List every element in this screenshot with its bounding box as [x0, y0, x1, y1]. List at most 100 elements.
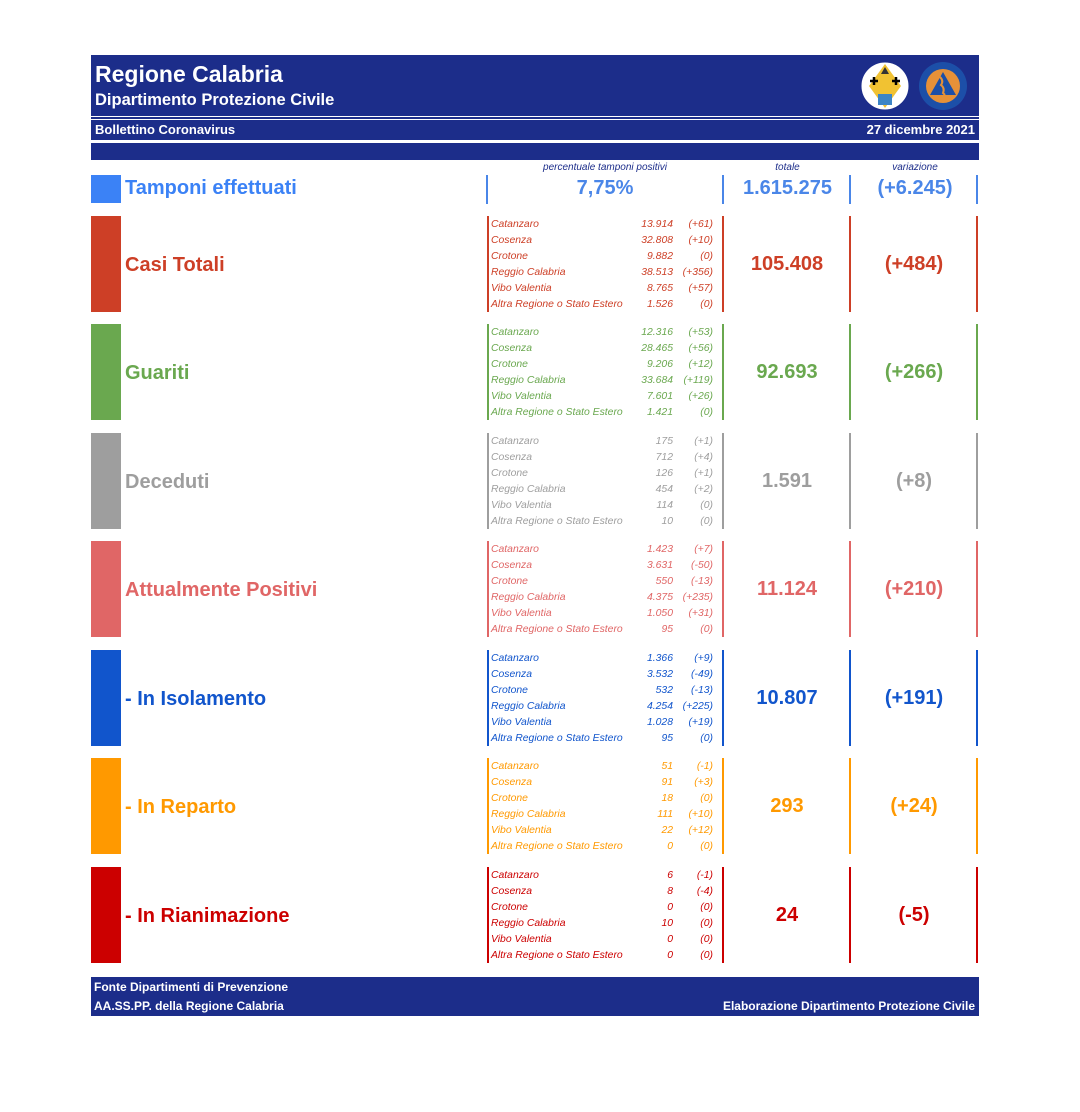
bulletin-title: Bollettino Coronavirus: [95, 122, 236, 137]
province-value: 0: [667, 950, 673, 961]
section-totale: 24: [775, 904, 799, 926]
province-value: 9.882: [646, 251, 673, 262]
province-row: Altra Regione o Stato Estero 0 (0): [491, 949, 721, 965]
province-value: 454: [655, 484, 673, 495]
section-divider: [849, 541, 851, 637]
province-delta: (-13): [691, 576, 713, 587]
province-value: 7.601: [646, 391, 673, 402]
province-delta: (+7): [694, 544, 713, 555]
regione-calabria-logo: [860, 61, 910, 111]
province-value: 175: [655, 436, 673, 447]
province-value: 10: [661, 516, 673, 527]
header-band: [91, 143, 979, 160]
province-name: Reggio Calabria: [491, 592, 566, 603]
section-divider: [976, 216, 978, 312]
tamponi-percentuale: 7,75%: [576, 177, 634, 199]
section-divider: [722, 433, 724, 529]
province-name: Altra Regione o Stato Estero: [491, 624, 623, 635]
header-divider: [91, 117, 979, 119]
header-banner: Regione Calabria Dipartimento Protezione…: [91, 55, 979, 116]
province-value: 3.631: [646, 560, 673, 571]
section-divider: [722, 324, 724, 420]
section-deceduti: Deceduti Catanzaro 175 (+1) Cosenza 712 (+4) Cr…: [0, 433, 1080, 530]
province-value: 1.526: [646, 299, 673, 310]
section-divider: [487, 216, 489, 312]
section-label: Attualmente Positivi: [125, 579, 318, 601]
province-name: Altra Regione o Stato Estero: [491, 841, 623, 852]
province-delta: (+1): [694, 468, 713, 479]
province-row: Reggio Calabria 4.375 (+235): [491, 591, 721, 607]
province-delta: (-1): [696, 870, 713, 881]
province-name: Altra Regione o Stato Estero: [491, 950, 623, 961]
province-delta: (0): [700, 500, 713, 511]
tamponi-label: Tamponi effettuati: [125, 177, 297, 199]
province-row: Vibo Valentia 1.050 (+31): [491, 607, 721, 623]
province-delta: (-13): [691, 685, 713, 696]
province-row: Altra Regione o Stato Estero 0 (0): [491, 840, 721, 856]
province-name: Reggio Calabria: [491, 484, 566, 495]
section-color-bar: [91, 541, 121, 637]
province-value: 4.254: [646, 701, 673, 712]
province-delta: (0): [700, 299, 713, 310]
province-delta: (-4): [696, 886, 713, 897]
section-variazione: (-5): [898, 904, 930, 926]
province-value: 12.316: [641, 327, 673, 338]
province-row: Crotone 550 (-13): [491, 575, 721, 591]
province-value: 114: [656, 500, 673, 511]
province-row: Catanzaro 13.914 (+61): [491, 218, 721, 234]
province-name: Vibo Valentia: [491, 500, 552, 511]
province-row: Vibo Valentia 22 (+12): [491, 824, 721, 840]
section-divider: [722, 758, 724, 854]
province-delta: (0): [700, 841, 713, 852]
province-value: 3.532: [646, 669, 673, 680]
province-row: Altra Regione o Stato Estero 10 (0): [491, 515, 721, 531]
section-divider: [849, 867, 851, 963]
section-totale: 1.591: [761, 470, 813, 492]
province-delta: (0): [700, 624, 713, 635]
section-divider: [487, 758, 489, 854]
province-name: Altra Regione o Stato Estero: [491, 299, 623, 310]
province-row: Vibo Valentia 1.028 (+19): [491, 716, 721, 732]
province-row: Catanzaro 12.316 (+53): [491, 326, 721, 342]
province-delta: (+3): [694, 777, 713, 788]
province-row: Cosenza 32.808 (+10): [491, 234, 721, 250]
province-name: Altra Regione o Stato Estero: [491, 733, 623, 744]
province-name: Cosenza: [491, 886, 533, 897]
section-label: Casi Totali: [125, 254, 225, 276]
province-delta: (0): [700, 950, 713, 961]
province-delta: (+61): [688, 219, 713, 230]
province-value: 8.765: [646, 283, 673, 294]
province-row: Cosenza 28.465 (+56): [491, 342, 721, 358]
province-name: Cosenza: [491, 343, 533, 354]
province-name: Cosenza: [491, 560, 533, 571]
section-in-isolamento: - In Isolamento Catanzaro 1.366 (+9) Cosenza…: [0, 650, 1080, 747]
province-delta: (+26): [688, 391, 713, 402]
province-name: Catanzaro: [491, 870, 539, 881]
province-name: Reggio Calabria: [491, 918, 566, 929]
province-value: 0: [667, 841, 673, 852]
section-divider: [487, 650, 489, 746]
section-divider: [722, 216, 724, 312]
footer: Fonte Dipartimenti di Prevenzione AA.SS.…: [91, 977, 979, 1016]
province-name: Cosenza: [491, 235, 533, 246]
province-row: Vibo Valentia 7.601 (+26): [491, 390, 721, 406]
section-color-bar: [91, 216, 121, 312]
province-row: Altra Regione o Stato Estero 95 (0): [491, 623, 721, 639]
province-delta: (+10): [688, 235, 713, 246]
province-value: 51: [661, 761, 673, 772]
province-row: Cosenza 712 (+4): [491, 451, 721, 467]
section-divider: [976, 541, 978, 637]
province-delta: (+9): [694, 653, 713, 664]
province-delta: (+10): [688, 809, 713, 820]
section-label: - In Rianimazione: [125, 905, 290, 927]
province-name: Cosenza: [491, 669, 533, 680]
section-divider: [976, 650, 978, 746]
province-delta: (-50): [691, 560, 713, 571]
tamponi-variazione: (+6.245): [877, 177, 953, 199]
province-delta: (0): [700, 251, 713, 262]
province-name: Crotone: [491, 359, 528, 370]
tamponi-color-square: [91, 175, 121, 203]
province-value: 91: [661, 777, 673, 788]
province-value: 1.028: [646, 717, 673, 728]
province-row: Vibo Valentia 8.765 (+57): [491, 282, 721, 298]
